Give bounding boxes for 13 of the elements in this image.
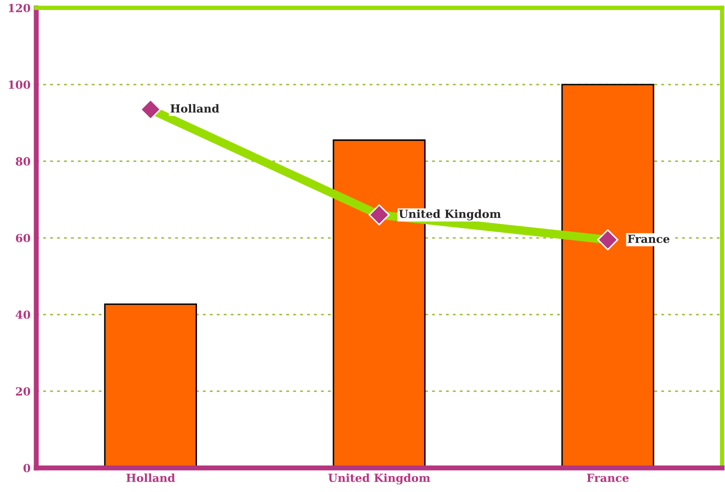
annotation: United Kingdom	[399, 209, 501, 220]
x-tick-label: France	[586, 474, 629, 482]
y-tick-label: 100	[8, 80, 30, 89]
y-tick-label: 0	[23, 464, 30, 472]
y-tick-label: 20	[16, 387, 30, 396]
annotation: Holland	[170, 104, 220, 113]
y-tick-label: 80	[16, 157, 30, 166]
annotation: France	[628, 234, 670, 244]
y-tick-label: 40	[16, 310, 30, 319]
x-tick-label: Holland	[126, 473, 175, 482]
y-tick-label: 120	[8, 4, 30, 12]
x-tick-label: United Kingdom	[328, 473, 430, 484]
y-tick-label: 60	[16, 234, 30, 242]
